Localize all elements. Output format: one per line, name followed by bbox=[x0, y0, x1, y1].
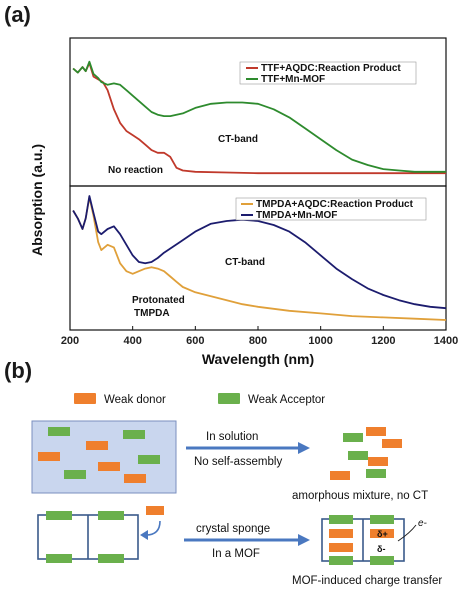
donor-molecule bbox=[330, 471, 350, 480]
result2-label: MOF-induced charge transfer bbox=[292, 575, 442, 587]
arrow1-bottom-label: No self-assembly bbox=[194, 456, 282, 468]
acceptor-molecule bbox=[64, 470, 86, 479]
mof-arrow-head bbox=[298, 534, 310, 546]
acceptor-molecule bbox=[46, 511, 72, 520]
series-line-ttf-mn-mof bbox=[72, 60, 446, 173]
donor-molecule bbox=[38, 452, 60, 461]
acceptor-molecule bbox=[348, 451, 368, 460]
panel-a-label: (a) bbox=[4, 2, 31, 27]
donor-molecule bbox=[86, 441, 108, 450]
plot-frame-top bbox=[69, 37, 447, 187]
schematic-diagram: Weak donor Weak Acceptor In solution No … bbox=[31, 393, 442, 587]
annotation-no-reaction: No reaction bbox=[108, 165, 163, 176]
x-tick-label: 400 bbox=[123, 335, 141, 347]
legend-entry-ttf-mnmof: TTF+Mn-MOF bbox=[261, 74, 325, 85]
donor-molecule bbox=[370, 529, 394, 538]
chart-ticks: 200 400 600 800 1000 1200 1400 bbox=[61, 326, 458, 347]
result1-label: amorphous mixture, no CT bbox=[292, 490, 428, 502]
donor-molecule bbox=[366, 427, 386, 436]
donor-molecule bbox=[124, 474, 146, 483]
acceptor-molecule bbox=[138, 455, 160, 464]
solution-arrow-head bbox=[298, 442, 310, 454]
x-tick-label: 800 bbox=[249, 335, 267, 347]
legend-acceptor-label: Weak Acceptor bbox=[248, 394, 325, 406]
donor-molecule bbox=[368, 457, 388, 466]
legend-acceptor-swatch bbox=[218, 393, 240, 404]
donor-molecule bbox=[382, 439, 402, 448]
legend-bottom: TMPDA+AQDC:Reaction Product TMPDA+Mn-MOF bbox=[235, 197, 427, 221]
annotation-protonated: Protonated bbox=[132, 295, 185, 306]
legend-entry-ttf-aqdc: TTF+AQDC:Reaction Product bbox=[261, 63, 401, 74]
annotation-ct-band-bottom: CT-band bbox=[225, 257, 265, 268]
x-tick-label: 200 bbox=[61, 335, 79, 347]
curved-arrow-head bbox=[140, 530, 148, 540]
acceptor-molecule bbox=[366, 469, 386, 478]
absorption-chart: 200 400 600 800 1000 1200 1400 Absorption (a.u… bbox=[29, 37, 458, 367]
arrow1-top-label: In solution bbox=[206, 431, 258, 443]
acceptor-molecule bbox=[98, 554, 124, 563]
solution-molecules bbox=[38, 427, 160, 483]
arrow2-top-label: crystal sponge bbox=[196, 523, 270, 535]
donor-molecule bbox=[98, 462, 120, 471]
amorphous-molecules bbox=[330, 427, 402, 480]
acceptor-molecule bbox=[123, 430, 145, 439]
acceptor-molecule bbox=[98, 511, 124, 520]
x-tick-label: 1000 bbox=[308, 335, 332, 347]
series-line-tmpda-mn-mof bbox=[72, 195, 447, 310]
acceptor-molecule bbox=[329, 556, 353, 565]
delta-plus-label: δ+ bbox=[377, 529, 388, 539]
acceptor-molecule bbox=[46, 554, 72, 563]
chart-lines bbox=[72, 60, 447, 321]
legend-entry-tmpda-aqdc: TMPDA+AQDC:Reaction Product bbox=[256, 199, 414, 210]
donor-molecule bbox=[329, 529, 353, 538]
electron-arrow-icon bbox=[397, 524, 417, 542]
electron-label: e- bbox=[418, 518, 428, 529]
curved-arrow-icon bbox=[145, 520, 161, 536]
x-tick-label: 1400 bbox=[434, 335, 458, 347]
acceptor-molecule bbox=[329, 515, 353, 524]
acceptor-molecule bbox=[370, 556, 394, 565]
donor-molecule bbox=[329, 543, 353, 552]
panel-b-label: (b) bbox=[4, 358, 33, 383]
acceptor-molecule bbox=[343, 433, 363, 442]
legend-donor-swatch bbox=[74, 393, 96, 404]
acceptor-molecule bbox=[370, 515, 394, 524]
legend-entry-tmpda-mnmof: TMPDA+Mn-MOF bbox=[256, 210, 337, 221]
x-tick-label: 600 bbox=[186, 335, 204, 347]
y-axis-label: Absorption (a.u.) bbox=[29, 144, 45, 256]
x-axis-label: Wavelength (nm) bbox=[202, 351, 314, 367]
legend-top: TTF+AQDC:Reaction Product TTF+Mn-MOF bbox=[239, 61, 417, 85]
donor-molecule bbox=[146, 506, 164, 515]
annotation-ct-band-top: CT-band bbox=[218, 134, 258, 145]
legend-donor-label: Weak donor bbox=[104, 394, 166, 406]
delta-minus-label: δ- bbox=[377, 544, 385, 554]
arrow2-bottom-label: In a MOF bbox=[212, 548, 260, 560]
series-line-tmpda-aqdc-reaction-product bbox=[72, 196, 447, 321]
empty-mof bbox=[37, 511, 139, 563]
filled-mof: δ+ δ- bbox=[321, 515, 405, 565]
acceptor-molecule bbox=[48, 427, 70, 436]
annotation-tmpda: TMPDA bbox=[134, 308, 170, 319]
x-tick-label: 1200 bbox=[371, 335, 395, 347]
